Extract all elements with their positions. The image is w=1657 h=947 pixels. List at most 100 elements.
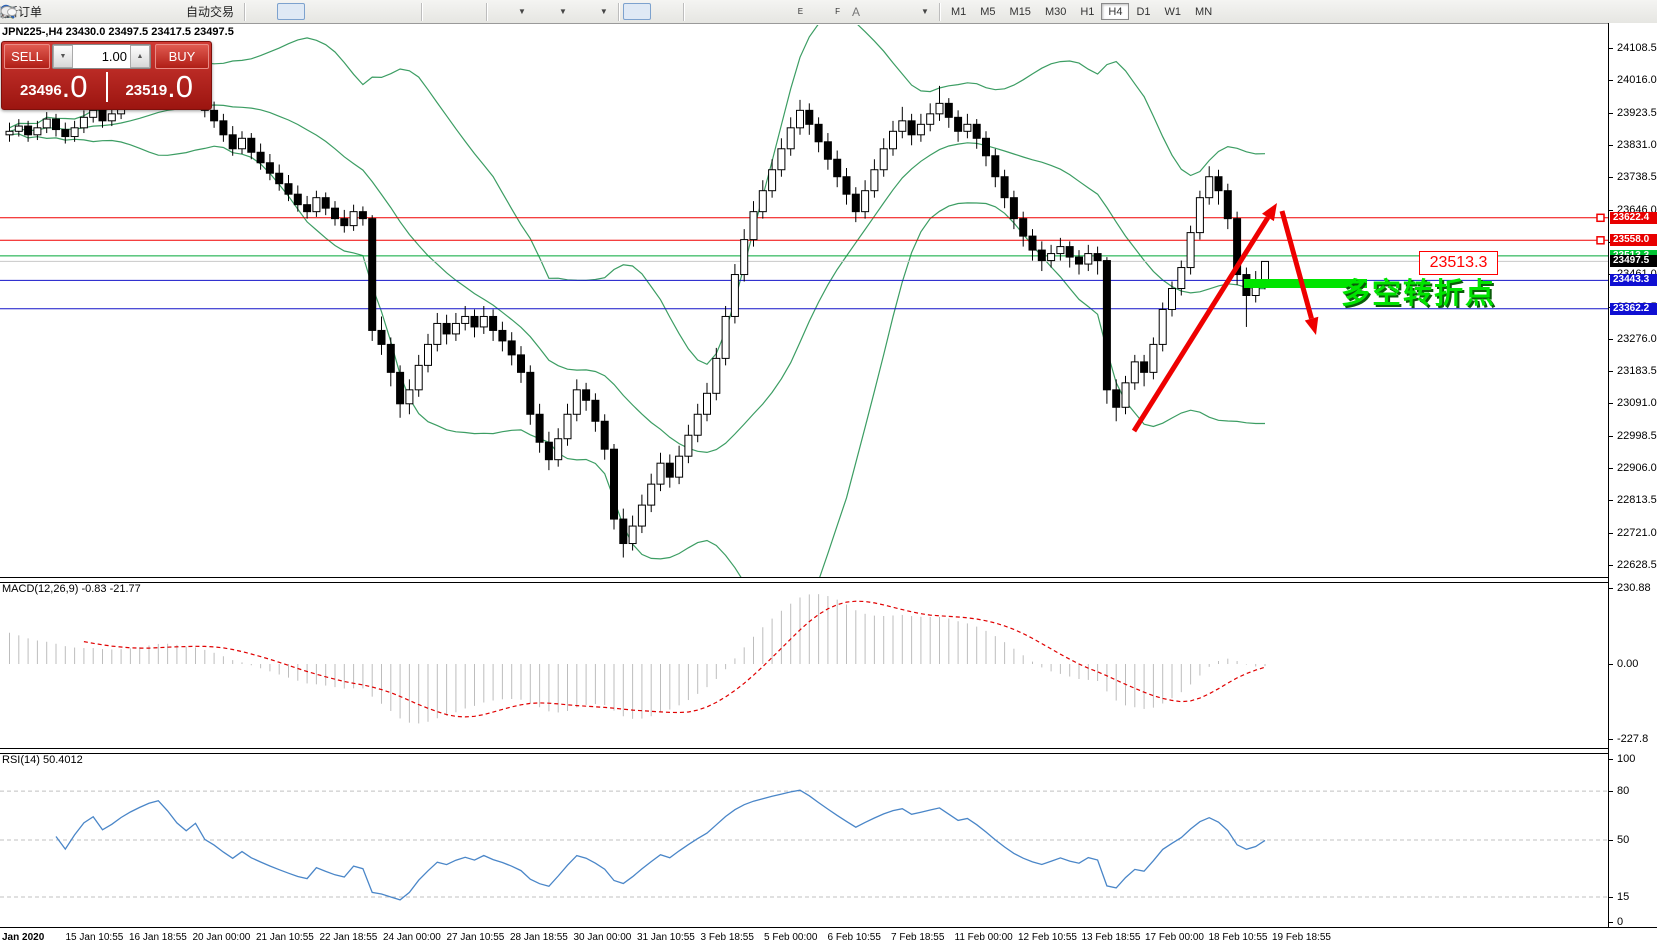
price-badge: 23622.4	[1610, 211, 1657, 224]
candlestick-icon	[1, 4, 299, 20]
zoom-in-icon	[1, 4, 355, 20]
order-book-icon	[1, 4, 70, 20]
pane-separator[interactable]	[0, 748, 1609, 754]
sell-button[interactable]: SELL	[4, 44, 50, 69]
trade-panel-divider	[105, 72, 108, 102]
zoom-in-button[interactable]	[1, 3, 361, 20]
new-chart-button[interactable]: ▼	[0, 3, 532, 20]
time-label: Jan 2020	[2, 932, 45, 943]
price-tick-mark	[1609, 47, 1613, 49]
turning-point-annotation[interactable]: 多空转折点	[1341, 276, 1497, 310]
toolbar: 新订单 自动交易 ▼ ▼ ▼ E F A T ▼	[0, 0, 1657, 24]
macd-indicator-pane[interactable]	[0, 580, 1608, 748]
time-label: 24 Jan 00:00	[383, 932, 441, 943]
timeframe-W1[interactable]: W1	[1164, 5, 1182, 18]
bollinger-middle-band	[9, 104, 1266, 454]
candle-body	[1075, 256, 1083, 265]
candle-body	[210, 109, 219, 122]
buy-price-main: 23519	[125, 82, 168, 99]
candle-body	[1158, 308, 1167, 345]
candle-body	[637, 504, 646, 527]
candle-body	[312, 197, 321, 213]
candlestick-chart-button[interactable]	[1, 3, 306, 20]
price-tick-label: 24016.0	[1617, 74, 1657, 87]
candle-body	[265, 162, 274, 174]
auto-trading-button[interactable]: 自动交易	[2, 3, 240, 20]
timeframe-M5[interactable]: M5	[980, 5, 996, 18]
hline-tool-button[interactable]	[1, 3, 744, 20]
vline-tool-button[interactable]	[4, 3, 716, 20]
rsi-scale-label: 0	[1617, 915, 1624, 928]
text-label-icon: T	[0, 4, 888, 20]
strategy-tester-button[interactable]	[0, 3, 160, 20]
trendline-tool-button[interactable]	[1, 3, 772, 20]
price-tick-label: 22813.5	[1617, 494, 1657, 507]
rsi-scale-label: 15	[1617, 891, 1630, 904]
zoom-out-button[interactable]	[1, 3, 389, 20]
candle-body	[321, 197, 330, 209]
toolbar-separator	[617, 2, 619, 21]
timeframe-group: M1 M5 M15 M30 H1 H4 D1 W1 MN	[944, 3, 1219, 20]
cursor-tool-button[interactable]	[2, 3, 651, 20]
candle-body	[1233, 218, 1242, 276]
periods-button[interactable]: ▼	[1, 3, 573, 20]
arrows-tool-button[interactable]: ▼	[2, 3, 935, 20]
rsi-tick-mark	[1609, 758, 1613, 760]
rsi-tick-mark	[1609, 791, 1613, 793]
candle-body	[247, 137, 256, 153]
trendline-icon	[1, 4, 766, 20]
dropdown-caret: ▼	[518, 7, 526, 16]
volume-input[interactable]	[73, 45, 130, 68]
auto-trading-label: 自动交易	[186, 5, 235, 19]
candle-body	[889, 130, 897, 150]
text-tool-button[interactable]: A	[846, 3, 866, 20]
crosshair-tool-button[interactable]	[1, 3, 679, 20]
candle-body	[238, 137, 246, 150]
price-tick-label: 23831.0	[1617, 138, 1657, 151]
candle-body	[600, 420, 609, 450]
price-tag-label[interactable]: 23513.3	[1419, 251, 1498, 275]
macd-scale-label: 230.88	[1617, 581, 1651, 594]
timeframe-M30[interactable]: M30	[1044, 5, 1067, 18]
time-label: 7 Feb 18:55	[891, 932, 945, 943]
order-book-button[interactable]	[1, 3, 76, 20]
timeframe-M1[interactable]: M1	[950, 5, 967, 18]
search-icon[interactable]	[0, 4, 1627, 20]
trend-arrow-head	[1262, 203, 1277, 222]
terminal-button[interactable]	[0, 3, 104, 20]
candle-body	[1028, 235, 1037, 251]
chat-icon[interactable]	[0, 4, 1651, 20]
price-badge: 23362.2	[1610, 302, 1657, 315]
volume-down-button[interactable]: ▼	[53, 45, 73, 68]
signal-button[interactable]	[1, 3, 132, 20]
channel-tool-button[interactable]: E	[0, 3, 809, 20]
rsi-scale-label: 80	[1617, 785, 1630, 798]
bar-chart-button[interactable]	[1, 3, 277, 20]
indicators-button[interactable]: ▼	[0, 3, 614, 20]
text-label-tool-button[interactable]: T	[0, 3, 894, 20]
timeframe-H4[interactable]: H4	[1101, 3, 1130, 20]
price-tick-label: 22906.0	[1617, 462, 1657, 475]
candle-body	[954, 116, 963, 132]
line-chart-button[interactable]	[0, 3, 333, 20]
pane-separator[interactable]	[0, 577, 1609, 583]
rsi-scale-label: 100	[1617, 752, 1636, 765]
buy-button[interactable]: BUY	[155, 44, 209, 69]
chart-shift-button[interactable]	[1, 3, 482, 20]
volume-up-button[interactable]: ▲	[130, 45, 150, 68]
price-scale[interactable]: 24108.5 24016.0 23923.5 23831.0 23738.5 23646…	[1608, 23, 1657, 947]
timeframe-M15[interactable]: M15	[1009, 5, 1031, 18]
time-axis[interactable]: Jan 2020 15 Jan 10:55 16 Jan 18:55 20 Jan 0…	[0, 927, 1657, 947]
time-label: 28 Jan 18:55	[510, 932, 568, 943]
rsi-indicator-pane[interactable]	[0, 752, 1608, 925]
candle-body	[107, 113, 116, 122]
tile-windows-button[interactable]	[1, 3, 417, 20]
timeframe-H1[interactable]: H1	[1080, 5, 1095, 18]
auto-scroll-icon	[1, 4, 448, 20]
time-label: 31 Jan 10:55	[637, 932, 695, 943]
timeframe-D1[interactable]: D1	[1136, 5, 1151, 18]
timeframe-MN[interactable]: MN	[1195, 5, 1213, 18]
fibonacci-tool-button[interactable]: F	[1, 3, 846, 20]
price-tick-label: 23091.0	[1617, 397, 1657, 410]
auto-scroll-button[interactable]	[1, 3, 454, 20]
